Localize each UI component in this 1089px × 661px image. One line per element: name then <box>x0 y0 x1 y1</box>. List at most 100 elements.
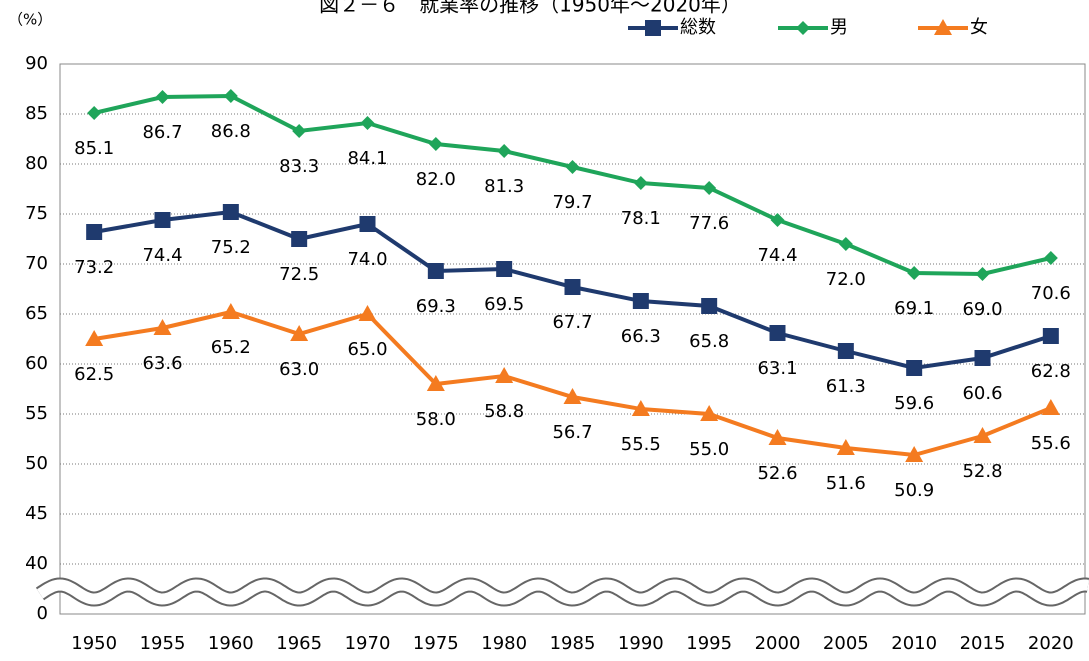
x-tick-label: 2020 <box>1028 633 1074 654</box>
marker <box>428 137 443 151</box>
marker <box>796 21 810 35</box>
data-label: 69.0 <box>962 299 1002 320</box>
marker <box>154 212 171 228</box>
marker <box>702 181 717 195</box>
marker <box>427 263 444 279</box>
data-label: 52.8 <box>962 461 1002 482</box>
data-label: 63.6 <box>142 353 182 374</box>
data-label: 75.2 <box>211 237 251 258</box>
data-label: 67.7 <box>552 312 592 333</box>
y-tick-label: 90 <box>25 53 48 74</box>
marker <box>87 106 102 120</box>
data-label: 85.1 <box>74 138 114 159</box>
marker <box>290 325 309 341</box>
marker <box>837 343 854 359</box>
data-label: 86.8 <box>211 121 251 142</box>
marker <box>155 90 170 104</box>
marker <box>633 176 648 190</box>
marker <box>1043 251 1058 265</box>
x-tick-label: 1975 <box>413 633 459 654</box>
y-tick-label: 0 <box>37 603 48 624</box>
data-label: 62.5 <box>74 364 114 385</box>
x-tick-label: 2015 <box>960 633 1006 654</box>
data-label: 74.4 <box>142 245 182 266</box>
marker <box>700 405 719 421</box>
x-tick-label: 1970 <box>345 633 391 654</box>
axis-break <box>37 579 1089 605</box>
marker <box>360 116 375 130</box>
legend-label: 女 <box>970 17 988 38</box>
y-tick-label: 50 <box>25 453 48 474</box>
data-label: 65.2 <box>211 337 251 358</box>
marker <box>359 216 376 232</box>
y-tick-label: 45 <box>25 503 48 524</box>
marker <box>907 266 922 280</box>
legend-label: 総数 <box>680 17 716 38</box>
data-label: 78.1 <box>621 208 661 229</box>
marker <box>974 350 991 366</box>
marker <box>1042 328 1059 344</box>
marker <box>934 19 952 35</box>
marker <box>906 360 923 376</box>
x-tick-label: 1980 <box>481 633 527 654</box>
y-tick-label: 75 <box>25 203 48 224</box>
x-tick-label: 1965 <box>276 633 322 654</box>
data-label: 84.1 <box>347 148 387 169</box>
marker <box>497 144 512 158</box>
marker <box>645 20 661 36</box>
x-tick-label: 1955 <box>140 633 186 654</box>
marker <box>292 124 307 138</box>
data-label: 82.0 <box>416 169 456 190</box>
marker <box>973 427 992 443</box>
data-label: 61.3 <box>826 376 866 397</box>
data-label: 65.0 <box>347 339 387 360</box>
data-label: 72.5 <box>279 264 319 285</box>
data-label: 50.9 <box>894 480 934 501</box>
legend-label: 男 <box>830 17 848 38</box>
y-tick-label: 85 <box>25 103 48 124</box>
data-label: 55.6 <box>1031 433 1071 454</box>
marker <box>495 367 514 383</box>
data-label: 73.2 <box>74 257 114 278</box>
data-label: 52.6 <box>757 463 797 484</box>
data-label: 56.7 <box>552 422 592 443</box>
y-tick-label: 55 <box>25 403 48 424</box>
data-label: 83.3 <box>279 156 319 177</box>
y-tick-label: 65 <box>25 303 48 324</box>
x-tick-label: 1995 <box>686 633 732 654</box>
y-unit: （%） <box>8 11 52 29</box>
data-label: 65.8 <box>689 331 729 352</box>
marker <box>768 429 787 445</box>
marker <box>426 375 445 391</box>
x-tick-label: 1990 <box>618 633 664 654</box>
marker <box>838 237 853 251</box>
marker <box>905 446 924 462</box>
x-tick-label: 2005 <box>823 633 869 654</box>
marker <box>496 261 513 277</box>
y-tick-label: 40 <box>25 553 48 574</box>
data-label: 62.8 <box>1031 361 1071 382</box>
data-label: 72.0 <box>826 269 866 290</box>
x-tick-label: 1985 <box>550 633 596 654</box>
data-label: 55.5 <box>621 434 661 455</box>
marker <box>975 267 990 281</box>
data-label: 51.6 <box>826 473 866 494</box>
data-label: 59.6 <box>894 393 934 414</box>
marker <box>631 400 650 416</box>
marker <box>1041 399 1060 415</box>
data-label: 69.5 <box>484 294 524 315</box>
x-tick-label: 2000 <box>755 633 801 654</box>
data-label: 81.3 <box>484 176 524 197</box>
x-tick-label: 1950 <box>71 633 117 654</box>
chart-title: 図２－６ 就業率の推移（1950年～2020年） <box>319 0 741 17</box>
y-tick-label: 60 <box>25 353 48 374</box>
marker <box>632 293 649 309</box>
marker <box>85 330 104 346</box>
marker <box>563 388 582 404</box>
marker <box>701 298 718 314</box>
data-label: 86.7 <box>142 122 182 143</box>
data-label: 63.1 <box>757 358 797 379</box>
data-label: 69.3 <box>416 296 456 317</box>
marker <box>86 224 103 240</box>
